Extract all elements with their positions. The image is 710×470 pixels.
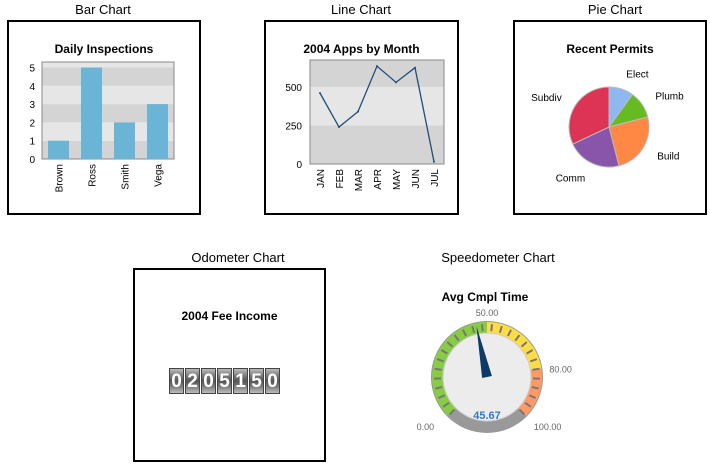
data-point <box>376 65 378 67</box>
grid-band <box>310 125 444 164</box>
odometer-digit: 0 <box>265 368 280 394</box>
grid-band <box>310 60 444 87</box>
pie-label: Build <box>657 152 679 163</box>
y-tick-label: 500 <box>285 83 302 94</box>
data-point <box>319 92 321 94</box>
gauge-tick-label: 50.00 <box>476 308 499 318</box>
odometer-digit: 5 <box>249 368 264 394</box>
y-tick-label: 0 <box>296 160 302 171</box>
bar <box>147 104 168 159</box>
odometer-title: 2004 Fee Income <box>135 309 324 323</box>
x-tick-label: MAR <box>354 169 365 191</box>
gauge-tick-label: 80.00 <box>549 364 572 374</box>
odometer-chart-caption: Odometer Chart <box>138 250 338 265</box>
line-chart-caption: Line Chart <box>261 2 461 17</box>
grid-band <box>310 87 444 126</box>
odometer-digit: 5 <box>217 368 232 394</box>
line-chart: 0 250 500 JAN FEB MAR APR MAY JUN JUL <box>266 22 456 212</box>
odometer-digit: 0 <box>169 368 184 394</box>
gauge-tick <box>435 369 442 370</box>
x-tick-label: JUL <box>430 169 441 187</box>
pie-chart: Elect Plumb Build Comm Subdiv <box>515 22 705 212</box>
y-tick-label: 5 <box>29 63 35 74</box>
gauge-tick-label: 100.00 <box>534 422 562 432</box>
odometer-digit: 1 <box>233 368 248 394</box>
grid-band <box>42 86 174 104</box>
data-point <box>338 126 340 128</box>
grid-band <box>42 62 174 67</box>
y-tick-label: 1 <box>29 137 35 148</box>
data-point <box>414 67 416 69</box>
bar <box>48 141 69 159</box>
gauge-tick-label: 0.00 <box>417 422 435 432</box>
y-tick-label: 3 <box>29 100 35 111</box>
data-point <box>395 81 397 83</box>
x-tick-label: APR <box>373 169 384 190</box>
pie-label: Comm <box>556 174 585 185</box>
odometer-digit: 2 <box>185 368 200 394</box>
x-tick-label: JAN <box>316 169 327 188</box>
bar <box>81 67 102 159</box>
gauge-value-label: 45.67 <box>473 410 501 422</box>
x-tick-label: MAY <box>392 169 403 190</box>
bar-chart: 0 1 2 3 4 5 Brown Ross Smith Vega <box>9 22 199 212</box>
x-tick-label: Vega <box>154 164 165 187</box>
y-tick-label: 4 <box>29 82 35 93</box>
x-tick-label: JUN <box>411 169 422 188</box>
pie-label: Plumb <box>655 92 684 103</box>
speedometer-chart-caption: Speedometer Chart <box>398 250 598 265</box>
speedometer-gauge: 0.00 50.00 80.00 100.00 45.67 <box>400 280 600 470</box>
gauge-tick <box>482 324 483 331</box>
y-tick-label: 250 <box>285 121 302 132</box>
y-tick-label: 2 <box>29 118 35 129</box>
gauge-tick <box>491 324 492 331</box>
data-point <box>357 111 359 113</box>
pie-chart-caption: Pie Chart <box>515 2 710 17</box>
bar-chart-caption: Bar Chart <box>3 2 203 17</box>
data-point <box>433 161 435 163</box>
pie-label: Subdiv <box>531 93 562 104</box>
odometer-digit: 0 <box>201 368 216 394</box>
gauge-tick <box>532 369 539 370</box>
x-tick-label: Smith <box>121 164 132 190</box>
x-tick-label: Ross <box>88 164 99 187</box>
pie-label: Elect <box>626 70 648 81</box>
x-tick-label: FEB <box>335 169 346 189</box>
y-tick-label: 0 <box>29 155 35 166</box>
x-tick-label: Brown <box>55 164 66 192</box>
grid-band <box>42 67 174 85</box>
bar <box>114 122 135 159</box>
